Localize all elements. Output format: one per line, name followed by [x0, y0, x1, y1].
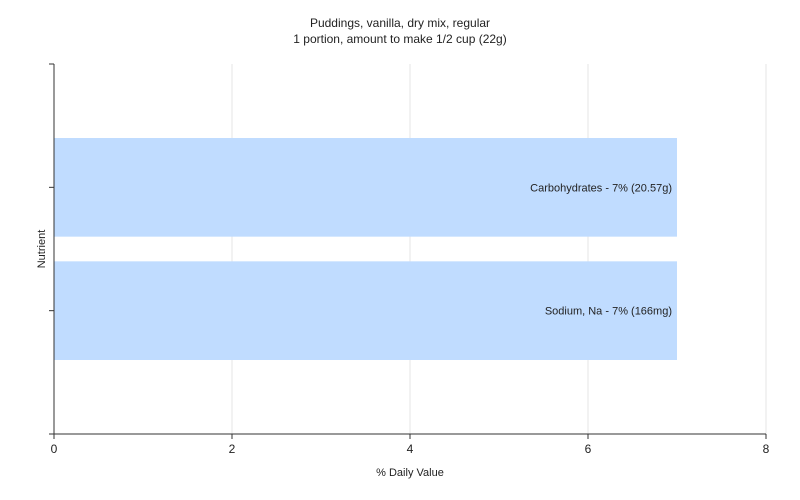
x-axis-title: % Daily Value [376, 467, 444, 479]
y-axis-title: Nutrient [36, 230, 48, 269]
chart-title: Puddings, vanilla, dry mix, regular [309, 16, 491, 30]
bar-data-label: Sodium, Na - 7% (166mg) [545, 306, 672, 318]
x-tick-label: 4 [407, 442, 414, 456]
bar-carbohydrates [54, 138, 677, 237]
x-tick-label: 2 [229, 442, 236, 456]
bar-sodium-na [54, 261, 677, 360]
x-tick-label: 6 [585, 442, 592, 456]
data-labels: Carbohydrates - 7% (20.57g) Sodium, Na - … [530, 182, 672, 317]
x-tick-label: 8 [763, 442, 770, 456]
bars [54, 138, 677, 360]
chart-subtitle: 1 portion, amount to make 1/2 cup (22g) [293, 32, 507, 46]
grid-lines [231, 64, 767, 434]
bar-data-label: Carbohydrates - 7% (20.57g) [530, 182, 672, 194]
x-tick-label: 0 [51, 442, 58, 456]
ticks: 0 2 4 6 8 [49, 63, 770, 456]
